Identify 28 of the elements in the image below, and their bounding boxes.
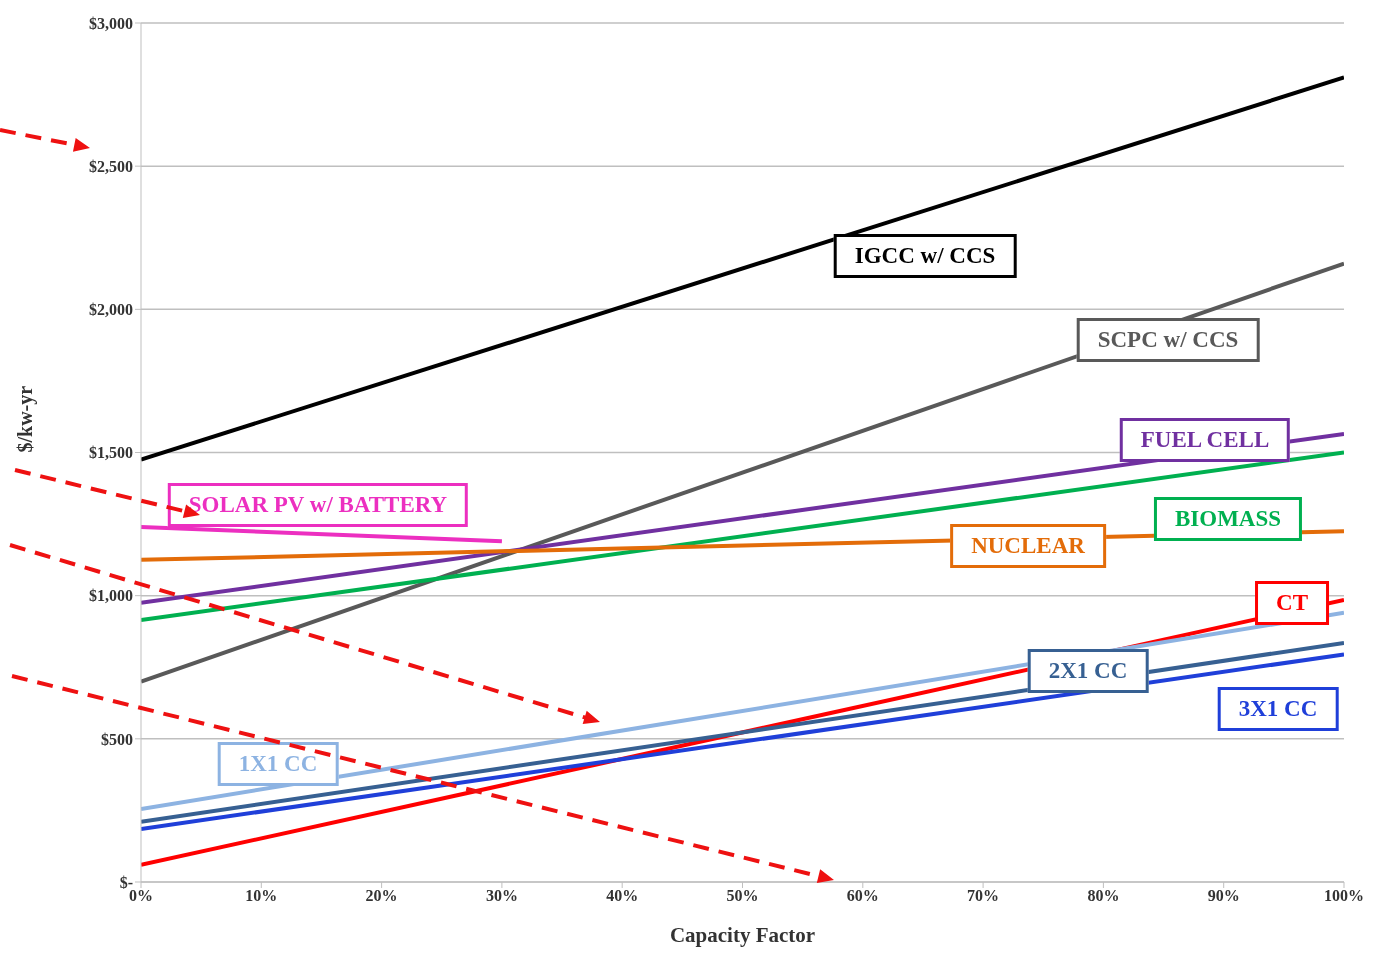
series-label: FUEL CELL [1119,418,1291,462]
x-tick-label: 30% [485,887,518,905]
series-label: SCPC w/ CCS [1076,318,1260,362]
series-label: SOLAR PV w/ BATTERY [167,483,469,527]
y-tick-label: $1,000 [89,587,133,605]
series-label: 3X1 CC [1217,687,1339,731]
series-label: 1X1 CC [217,742,339,786]
series-label: CT [1255,581,1329,625]
x-tick-label: 20% [365,887,398,905]
x-tick-label: 10% [245,887,278,905]
y-axis-title: $/kw-yr [14,385,38,453]
series-label: IGCC w/ CCS [833,234,1017,278]
x-tick-label: 70% [967,887,1000,905]
x-tick-label: 80% [1087,887,1120,905]
y-tick-label: $2,000 [89,301,133,319]
series-label: BIOMASS [1153,497,1303,541]
y-tick-label: $1,500 [89,444,133,462]
x-tick-label: 100% [1324,887,1364,905]
x-tick-label: 90% [1207,887,1240,905]
y-tick-label: $2,500 [89,157,133,175]
x-tick-label: 60% [846,887,879,905]
x-axis-title: Capacity Factor [669,923,816,947]
series-label: 2X1 CC [1027,649,1149,693]
series-label: NUCLEAR [950,524,1106,568]
y-tick-label: $3,000 [89,14,133,32]
y-tick-label: $500 [101,730,133,748]
x-tick-label: 50% [726,887,759,905]
x-tick-label: 40% [606,887,639,905]
